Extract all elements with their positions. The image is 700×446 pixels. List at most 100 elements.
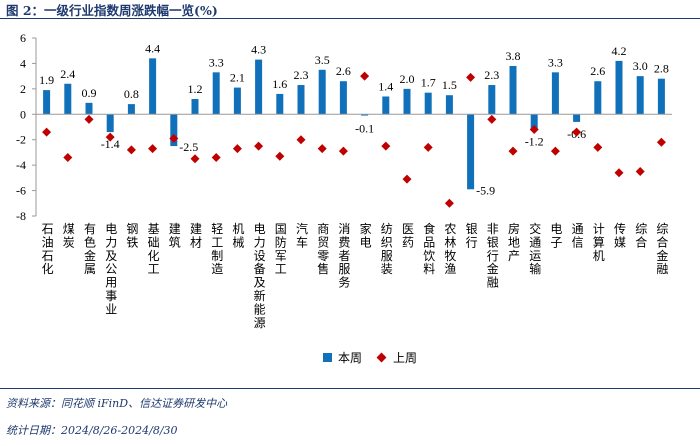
bar-current-week: [551, 72, 559, 115]
previous-week-marker: [42, 127, 52, 137]
legend-diamond-swatch: [376, 352, 387, 363]
previous-week-marker: [423, 142, 433, 152]
previous-week-marker: [593, 142, 603, 152]
bar-current-week: [106, 114, 114, 133]
bar-current-week: [127, 104, 135, 115]
bar-current-week: [424, 92, 432, 115]
bar-current-week: [43, 90, 51, 115]
x-tick-label: 房地产: [508, 221, 520, 263]
bar-current-week: [318, 69, 326, 115]
y-tick-label: 4: [20, 56, 26, 70]
bar-current-week: [191, 99, 199, 115]
x-tick-label: 传媒: [614, 221, 626, 249]
bar-current-week: [403, 88, 411, 115]
bar-current-week: [636, 76, 644, 115]
y-tick-label: -2: [16, 133, 26, 147]
bar-current-week: [467, 114, 475, 190]
bar-current-week: [615, 60, 623, 115]
previous-week-marker: [466, 72, 476, 82]
bar-value-label: -1.2: [525, 135, 544, 149]
previous-week-marker: [529, 125, 539, 135]
bar-current-week: [339, 81, 347, 115]
y-tick-label: 2: [20, 82, 26, 96]
chart-title: 图 2：一级行业指数周涨跌幅一览(%): [6, 3, 218, 18]
bar-current-week: [594, 81, 602, 115]
previous-week-marker: [317, 144, 327, 154]
bar-value-label: 1.9: [39, 73, 54, 87]
date-note: 统计日期：2024/8/26-2024/8/30: [6, 424, 178, 437]
previous-week-marker: [635, 167, 645, 176]
bar-value-label: 4.2: [612, 44, 627, 58]
previous-week-marker: [254, 141, 264, 151]
bar-current-week: [488, 85, 496, 115]
bar-current-week: [233, 87, 241, 115]
previous-week-marker: [402, 174, 412, 184]
legend: 本周 上周: [323, 349, 417, 366]
x-tick-label: 交通运输: [529, 221, 541, 276]
bar-value-label: 1.4: [378, 79, 393, 93]
previous-week-marker: [487, 114, 497, 124]
previous-week-marker: [296, 135, 306, 145]
x-tick-label: 机械: [232, 222, 244, 249]
previous-week-marker: [169, 133, 179, 143]
bar-value-label: -5.9: [476, 183, 495, 197]
bar-value-label: 0.8: [124, 87, 139, 101]
x-tick-label: 钢铁: [126, 222, 138, 249]
bar-value-label: 2.4: [60, 67, 75, 81]
y-tick-label: -6: [16, 184, 26, 198]
previous-week-marker: [105, 132, 115, 142]
bar-value-label: 1.6: [272, 77, 287, 91]
x-tick-label: 商贸零售: [317, 221, 329, 276]
bar-value-label: 2.3: [484, 68, 499, 82]
bar-current-week: [573, 114, 581, 122]
x-tick-label: 国防军工: [275, 222, 287, 276]
previous-week-marker: [508, 146, 518, 156]
footer-rule: [0, 388, 700, 389]
y-tick-label: -4: [16, 158, 26, 172]
x-tick-label: 计算机: [593, 222, 605, 263]
previous-week-marker: [572, 127, 582, 137]
x-tick-label: 电力设备及新能源: [254, 222, 266, 330]
bar-current-week: [276, 93, 284, 115]
previous-week-marker: [84, 114, 94, 124]
x-tick-label: 综合金融: [656, 222, 668, 276]
bar-value-label: 1.5: [442, 78, 457, 92]
x-tick-label: 食品饮料: [423, 221, 435, 276]
x-tick-label: 农林牧渔: [444, 222, 456, 276]
bar-current-week: [509, 65, 517, 115]
previous-week-marker: [381, 141, 391, 151]
bar-value-label: -0.1: [355, 121, 374, 135]
bar-current-week: [149, 58, 157, 115]
y-tick-label: 6: [20, 31, 26, 45]
bar-value-label: 4.4: [145, 41, 160, 55]
previous-week-marker: [211, 153, 221, 163]
bar-value-label: 3.3: [548, 55, 563, 69]
legend-bar-swatch: [323, 353, 332, 362]
bar-value-label: 4.3: [251, 43, 266, 57]
bar-value-label: -2.5: [179, 140, 198, 154]
previous-week-marker: [550, 146, 560, 156]
bar-value-label: 0.9: [82, 86, 97, 100]
x-tick-label: 家电: [360, 221, 372, 249]
bar-current-week: [64, 83, 72, 115]
previous-week-marker: [126, 145, 136, 155]
previous-week-marker: [148, 144, 158, 154]
x-tick-label: 建筑: [169, 222, 181, 249]
bar-current-week: [657, 78, 665, 115]
x-tick-label: 消费者服务: [338, 222, 350, 290]
bar-value-label: 2.1: [230, 71, 245, 85]
bar-value-label: 1.2: [188, 82, 203, 96]
x-tick-label: 银行: [466, 222, 478, 249]
legend-previous-label: 上周: [393, 351, 418, 365]
bar-current-week: [212, 72, 220, 115]
bar-value-label: 2.3: [294, 68, 309, 82]
x-tick-label: 汽车: [296, 221, 308, 249]
x-tick-label: 石油石化: [42, 222, 54, 276]
previous-week-marker: [360, 71, 370, 81]
x-tick-label: 基础化工: [148, 222, 160, 276]
bar-value-label: 1.7: [421, 76, 436, 90]
previous-week-marker: [275, 151, 285, 161]
x-tick-label: 电力及公用事业: [105, 222, 117, 316]
bar-value-label: -1.4: [101, 137, 120, 151]
